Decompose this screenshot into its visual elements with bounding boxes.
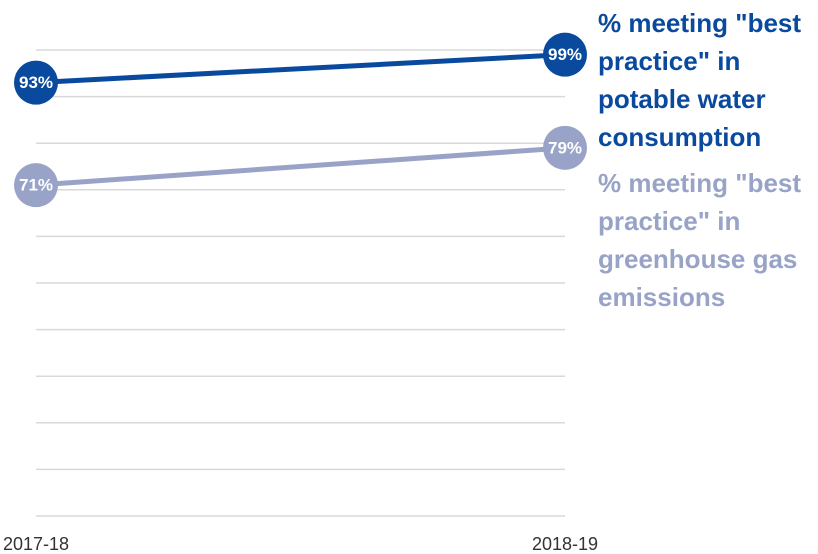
line — [35, 145, 566, 188]
data-label: 93% — [19, 73, 53, 92]
data-label: 71% — [19, 176, 53, 195]
point — [14, 163, 58, 208]
legend-entry: % meeting "best practice" in potable wat… — [598, 8, 802, 152]
point — [543, 125, 587, 170]
point — [543, 32, 587, 77]
x-tick-label: 2018-19 — [532, 534, 598, 554]
data-label: 99% — [548, 45, 582, 64]
point — [14, 60, 58, 105]
x-tick-label: 2017-18 — [3, 534, 69, 554]
data-label: 79% — [548, 138, 582, 157]
line — [35, 52, 566, 86]
legend-entry: % meeting "best practice" in greenhouse … — [598, 168, 802, 312]
